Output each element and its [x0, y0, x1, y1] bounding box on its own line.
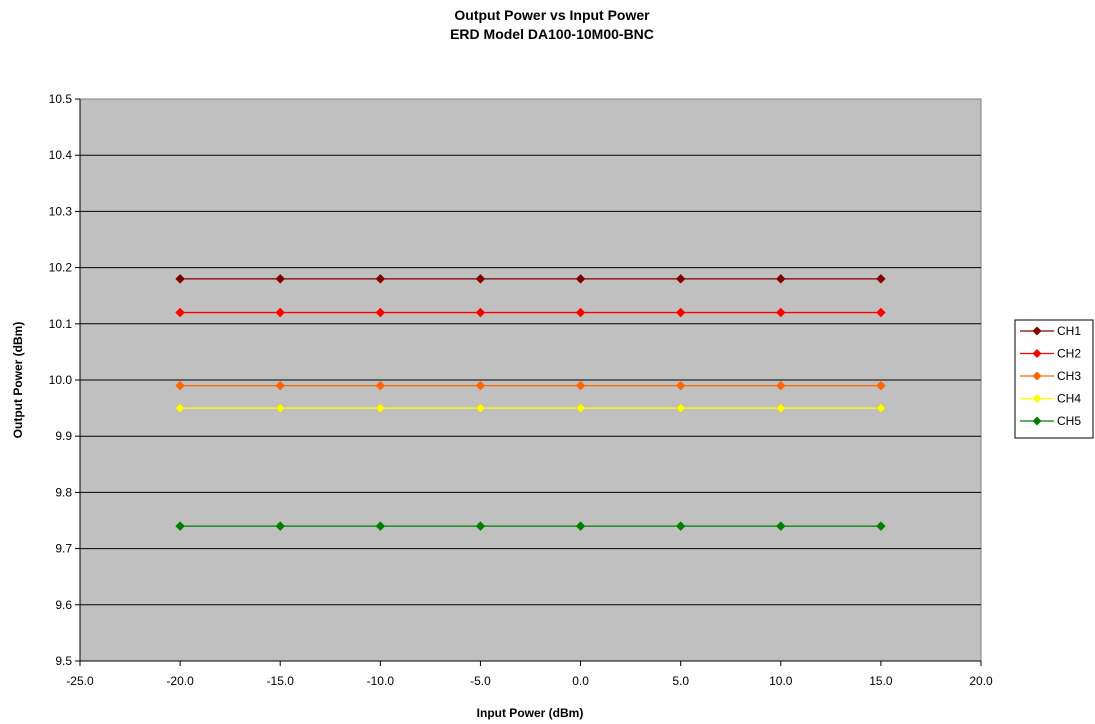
data-point [275, 380, 286, 391]
legend: CH1 CH2 CH3 CH4 CH5 [1014, 319, 1094, 439]
legend-swatch-marker [1032, 349, 1042, 358]
data-point [475, 403, 486, 413]
data-point [375, 380, 386, 391]
data-point [475, 307, 486, 318]
data-point [675, 403, 686, 413]
legend-label: CH3 [1057, 369, 1081, 383]
y-axis-label: Output Power (dBm) [11, 322, 25, 439]
data-point [675, 380, 686, 391]
legend-label: CH1 [1057, 324, 1081, 338]
data-point [876, 307, 886, 318]
y-tick-label: 9.7 [55, 542, 72, 556]
data-point [375, 307, 386, 318]
data-point [375, 403, 386, 413]
data-point [575, 380, 586, 391]
series-ch3 [175, 380, 886, 391]
axes [75, 98, 982, 666]
data-point [375, 521, 386, 531]
legend-label: CH2 [1057, 347, 1081, 361]
series-ch1 [175, 273, 886, 284]
x-tick-label: -15.0 [267, 674, 295, 688]
data-point [275, 307, 286, 318]
data-point [475, 521, 486, 531]
data-point [775, 380, 786, 391]
data-point [175, 273, 185, 284]
chart-subtitle: ERD Model DA100-10M00-BNC [450, 26, 654, 42]
x-axis-label: Input Power (dBm) [477, 706, 584, 720]
series-ch2 [175, 307, 886, 318]
y-tick-label: 10.5 [49, 92, 73, 106]
data-point [575, 273, 586, 284]
x-tick-label: 10.0 [769, 674, 793, 688]
legend-swatch-marker [1032, 416, 1042, 426]
data-point [876, 521, 886, 531]
data-point [275, 521, 286, 531]
y-tick-label: 9.9 [55, 429, 72, 443]
x-tick-label: -20.0 [166, 674, 194, 688]
data-point [876, 380, 886, 391]
legend-label: CH5 [1057, 414, 1081, 428]
data-point [575, 307, 586, 318]
data-point [175, 521, 185, 531]
data-point [775, 521, 786, 531]
data-point [775, 403, 786, 413]
y-tick-label: 9.5 [55, 654, 72, 668]
data-point [175, 307, 185, 318]
x-tick-label: 20.0 [969, 674, 993, 688]
y-tick-label: 10.1 [49, 317, 73, 331]
series-ch4 [175, 403, 886, 413]
y-tick-label: 9.6 [55, 598, 72, 612]
data-point [475, 273, 486, 284]
legend-box [1014, 319, 1094, 439]
data-point [675, 273, 686, 284]
data-point [876, 273, 886, 284]
x-tick-label: 15.0 [869, 674, 893, 688]
chart-title: Output Power vs Input Power [454, 7, 650, 23]
series-ch5 [175, 521, 886, 531]
data-point [675, 307, 686, 318]
tick-labels: 9.5 9.6 9.7 9.8 9.9 10.0 10.1 10.2 10.3 10.4 10.5 -… [49, 92, 993, 688]
data-point [475, 380, 486, 391]
data-point [775, 307, 786, 318]
x-tick-label: 0.0 [572, 674, 589, 688]
data-point [775, 273, 786, 284]
data-point [575, 403, 586, 413]
y-tick-label: 10.4 [49, 148, 73, 162]
y-tick-label: 10.2 [49, 261, 73, 275]
grid-lines [80, 154, 981, 606]
data-point [675, 521, 686, 531]
data-point [375, 273, 386, 284]
legend-swatch-marker [1032, 394, 1042, 403]
data-point [175, 380, 185, 391]
data-point [876, 403, 886, 413]
x-tick-label: 5.0 [672, 674, 689, 688]
legend-swatch-marker [1032, 371, 1042, 381]
y-tick-label: 10.3 [49, 204, 73, 218]
y-tick-label: 10.0 [49, 373, 73, 387]
data-point [275, 403, 286, 413]
x-tick-label: -10.0 [367, 674, 395, 688]
legend-label: CH4 [1057, 392, 1081, 406]
x-tick-label: -25.0 [66, 674, 94, 688]
y-tick-label: 9.8 [55, 485, 72, 499]
series-group [175, 273, 886, 531]
data-point [175, 403, 185, 413]
data-point [575, 521, 586, 531]
x-tick-label: -5.0 [470, 674, 491, 688]
legend-swatch-marker [1032, 326, 1042, 336]
data-point [275, 273, 286, 284]
